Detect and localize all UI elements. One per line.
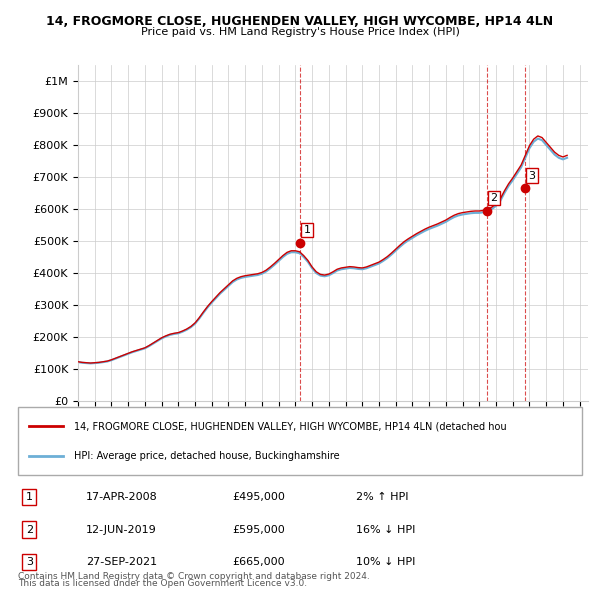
FancyBboxPatch shape [18, 407, 582, 475]
Text: 12-JUN-2019: 12-JUN-2019 [86, 525, 157, 535]
Text: 27-SEP-2021: 27-SEP-2021 [86, 557, 157, 567]
Text: Price paid vs. HM Land Registry's House Price Index (HPI): Price paid vs. HM Land Registry's House … [140, 27, 460, 37]
Text: This data is licensed under the Open Government Licence v3.0.: This data is licensed under the Open Gov… [18, 579, 307, 588]
Text: 17-APR-2008: 17-APR-2008 [86, 492, 157, 502]
Text: 10% ↓ HPI: 10% ↓ HPI [356, 557, 416, 567]
Text: 1: 1 [304, 225, 311, 235]
Text: 3: 3 [529, 171, 535, 181]
Text: £665,000: £665,000 [232, 557, 285, 567]
Text: 2% ↑ HPI: 2% ↑ HPI [356, 492, 409, 502]
Text: Contains HM Land Registry data © Crown copyright and database right 2024.: Contains HM Land Registry data © Crown c… [18, 572, 370, 581]
Text: 2: 2 [26, 525, 33, 535]
Text: £495,000: £495,000 [232, 492, 285, 502]
Text: 14, FROGMORE CLOSE, HUGHENDEN VALLEY, HIGH WYCOMBE, HP14 4LN (detached hou: 14, FROGMORE CLOSE, HUGHENDEN VALLEY, HI… [74, 421, 507, 431]
Text: £595,000: £595,000 [232, 525, 285, 535]
Text: 14, FROGMORE CLOSE, HUGHENDEN VALLEY, HIGH WYCOMBE, HP14 4LN: 14, FROGMORE CLOSE, HUGHENDEN VALLEY, HI… [46, 15, 554, 28]
Text: 16% ↓ HPI: 16% ↓ HPI [356, 525, 416, 535]
Text: 2: 2 [490, 193, 497, 203]
Text: HPI: Average price, detached house, Buckinghamshire: HPI: Average price, detached house, Buck… [74, 451, 340, 461]
Text: 3: 3 [26, 557, 33, 567]
Text: 1: 1 [26, 492, 33, 502]
